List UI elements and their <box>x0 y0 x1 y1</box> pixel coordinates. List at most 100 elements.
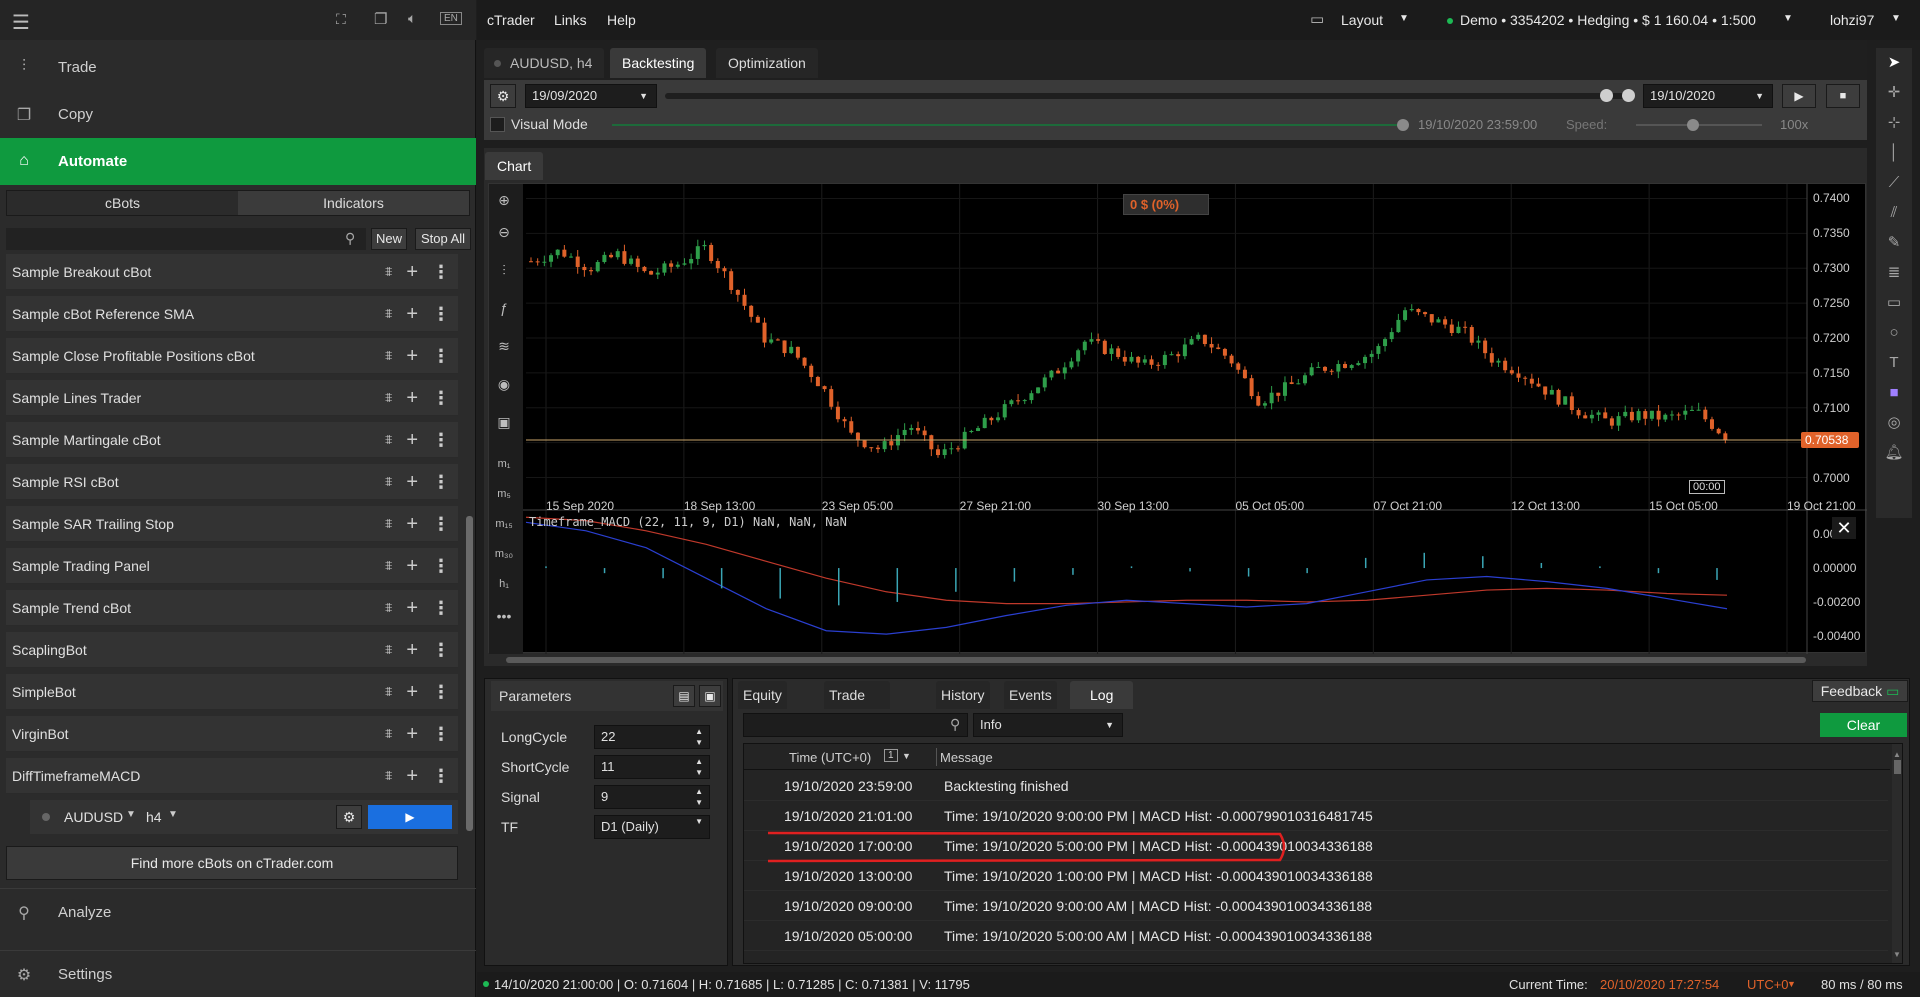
cbot-item[interactable]: Sample Trend cBot ⩨ + ⋮ <box>6 590 458 626</box>
cbot-item[interactable]: Sample Close Profitable Positions cBot ⩨ +… <box>6 338 458 374</box>
start-date-field[interactable]: 19/09/2020 ▼ <box>525 84 657 108</box>
instance-settings-button[interactable]: ⚙ <box>336 805 362 829</box>
more-options-icon[interactable]: ⋮ <box>432 639 450 660</box>
nav-trade[interactable]: ⫶ Trade <box>0 44 476 91</box>
instances-icon[interactable]: ⩨ <box>384 432 393 447</box>
nav-copy[interactable]: ❐ Copy <box>0 91 476 138</box>
feedback-button[interactable]: Feedback ▭ <box>1812 680 1908 702</box>
scroll-thumb[interactable] <box>466 516 473 831</box>
stepper-icon[interactable]: ▲ ▼ <box>695 727 703 747</box>
more-options-icon[interactable]: ⋮ <box>432 261 450 282</box>
cbot-item[interactable]: Sample Martingale cBot ⩨ + ⋮ <box>6 422 458 458</box>
pitchfork-icon[interactable]: ⫽ <box>1890 204 1898 221</box>
backtest-settings-button[interactable]: ⚙ <box>490 84 516 108</box>
tab-cbots[interactable]: cBots <box>7 191 238 215</box>
add-instance-icon[interactable]: + <box>406 386 418 409</box>
rectangle-icon[interactable]: ▭ <box>1886 294 1902 311</box>
cbot-item[interactable]: VirginBot ⩨ + ⋮ <box>6 716 458 752</box>
slider-handle-end[interactable] <box>1622 89 1635 102</box>
symbol-dropdown-icon[interactable]: ▼ <box>126 809 136 820</box>
trend-line-icon[interactable]: ⟋ <box>1888 174 1900 191</box>
cbot-item[interactable]: SimpleBot ⩨ + ⋮ <box>6 674 458 710</box>
more-options-icon[interactable]: ⋮ <box>432 765 450 786</box>
color-icon[interactable]: ■ <box>1889 384 1899 401</box>
time-axis[interactable]: 15 Sep 2020 18 Sep 13:00 23 Sep 05:00 27 Se… <box>489 493 1856 513</box>
layout-dropdown-icon[interactable]: ▼ <box>1399 13 1409 24</box>
add-instance-icon[interactable]: + <box>406 680 418 703</box>
sound-icon[interactable]: 🔈︎ <box>408 10 417 26</box>
stepper-icon[interactable]: ▲ ▼ <box>695 757 703 777</box>
log-search-input[interactable] <box>743 713 968 737</box>
tab-backtesting[interactable]: Backtesting <box>610 48 707 78</box>
run-cbot-button[interactable]: ▶ <box>368 805 452 829</box>
vertical-line-icon[interactable]: │ <box>1889 144 1899 161</box>
log-level-select[interactable]: Info ▼ <box>973 713 1123 737</box>
menu-help[interactable]: Help <box>607 12 636 28</box>
camera-icon[interactable]: ◎ <box>1887 414 1901 431</box>
pointer-icon[interactable]: ➤ <box>1887 54 1901 71</box>
menu-ctrader[interactable]: cTrader <box>487 12 535 28</box>
timezone-value[interactable]: UTC+0 <box>1747 977 1789 992</box>
instances-icon[interactable]: ⩨ <box>384 516 393 531</box>
play-backtest-button[interactable]: ▶ <box>1782 84 1816 108</box>
chevron-down-icon[interactable]: ▼ <box>695 817 703 826</box>
account-dropdown-icon[interactable]: ▼ <box>1783 13 1793 24</box>
find-more-cbots-button[interactable]: Find more cBots on cTrader.com <box>6 846 458 880</box>
cbot-item[interactable]: ScaplingBot ⩨ + ⋮ <box>6 632 458 668</box>
col-time-sort-icon[interactable]: ▼ <box>902 751 911 761</box>
layout-icon[interactable]: ▭ <box>1310 11 1325 28</box>
add-instance-icon[interactable]: + <box>406 512 418 535</box>
nav-analyze[interactable]: ⚲ Analyze <box>0 888 476 936</box>
cbot-item[interactable]: Sample Breakout cBot ⩨ + ⋮ <box>6 254 458 290</box>
nav-settings[interactable]: ⚙ Settings <box>0 950 476 997</box>
instances-icon[interactable]: ⩨ <box>384 348 393 363</box>
more-options-icon[interactable]: ⋮ <box>432 513 450 534</box>
fullscreen-icon[interactable]: ⛶ <box>336 11 346 27</box>
log-scrollbar[interactable]: ▲ ▼ <box>1892 744 1902 963</box>
more-options-icon[interactable]: ⋮ <box>432 681 450 702</box>
date-range-slider[interactable] <box>665 93 1631 99</box>
tab-indicators[interactable]: Indicators <box>238 191 469 215</box>
instances-icon[interactable]: ⩨ <box>384 726 393 741</box>
instance-timeframe[interactable]: h4 <box>146 809 162 825</box>
log-row[interactable]: 19/10/2020 17:00:00 Time: 19/10/2020 5:00… <box>744 831 1888 861</box>
more-options-icon[interactable]: ⋮ <box>432 345 450 366</box>
more-options-icon[interactable]: ⋮ <box>432 471 450 492</box>
parameter-value-field[interactable]: 9 ▲ ▼ <box>594 785 710 809</box>
add-instance-icon[interactable]: + <box>406 260 418 283</box>
language-badge[interactable]: EN <box>440 12 462 25</box>
instances-icon[interactable]: ⩨ <box>384 474 393 489</box>
stepper-icon[interactable]: ▲ ▼ <box>695 787 703 807</box>
save-params-icon[interactable]: ▣ <box>699 685 721 707</box>
more-icon[interactable]: ••• <box>496 608 512 624</box>
col-message-header[interactable]: Message <box>940 750 993 765</box>
add-instance-icon[interactable]: + <box>406 302 418 325</box>
add-instance-icon[interactable]: + <box>406 764 418 787</box>
instances-icon[interactable]: ⩨ <box>384 306 393 321</box>
zoom-out-icon[interactable]: ⊖ <box>498 224 510 240</box>
instances-icon[interactable]: ⩨ <box>384 558 393 573</box>
price-chart[interactable]: 0.7400 0.7350 0.7300 0.7250 0.7200 0.7150 0.71… <box>488 183 1867 654</box>
timeframe-m1-icon[interactable]: m₁ <box>497 458 511 470</box>
more-options-icon[interactable]: ⋮ <box>432 597 450 618</box>
crosshair-icon[interactable]: ✛ <box>1887 84 1901 101</box>
more-options-icon[interactable]: ⋮ <box>432 303 450 324</box>
cbot-item[interactable]: DiffTimeframeMACD ⩨ + ⋮ <box>6 758 458 794</box>
zoom-in-icon[interactable]: ⊕ <box>498 192 510 208</box>
load-params-icon[interactable]: ▤ <box>673 685 695 707</box>
instance-symbol[interactable]: AUDUSD <box>64 809 124 825</box>
timeframe-m5-icon[interactable]: m₅ <box>497 488 511 500</box>
close-indicator-icon[interactable]: ✕ <box>1832 517 1856 539</box>
nav-automate[interactable]: ⌂ Automate <box>0 138 476 185</box>
cbot-item[interactable]: Sample Trading Panel ⩨ + ⋮ <box>6 548 458 584</box>
chart-settings-icon[interactable]: ▣ <box>497 414 511 430</box>
tab-history[interactable]: History <box>936 681 990 709</box>
speed-slider[interactable] <box>1636 124 1762 126</box>
speed-handle[interactable] <box>1687 119 1699 131</box>
more-options-icon[interactable]: ⋮ <box>432 723 450 744</box>
instances-icon[interactable]: ⩨ <box>384 642 393 657</box>
search-icon[interactable]: ⚲ <box>345 230 356 246</box>
account-info[interactable]: Demo • 3354202 • Hedging • $ 1 160.04 • … <box>1460 12 1756 28</box>
instances-icon[interactable]: ⩨ <box>384 390 393 405</box>
more-options-icon[interactable]: ⋮ <box>432 429 450 450</box>
